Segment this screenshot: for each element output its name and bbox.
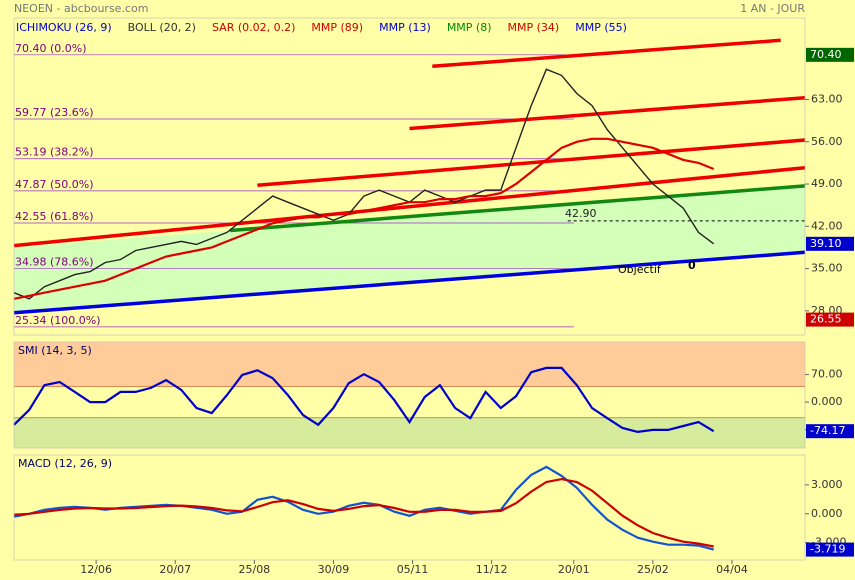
trendline [13,250,806,315]
x-tick-label: 05/11 [397,563,429,576]
x-tick-label: 12/06 [80,563,112,576]
indicator-label: ICHIMOKU (26, 9) [16,21,112,34]
price-tag [806,47,854,62]
x-tick-label: 25/08 [238,563,270,576]
y-tick-label: 42.00 [811,219,843,232]
x-tick-label: 20/07 [159,563,191,576]
indicator-label: MMP (34) [508,21,560,34]
objective-mark: 0 [688,259,696,272]
y-tick-label: 56.00 [811,135,843,148]
x-tick-label: 25/02 [637,563,669,576]
price-tag [806,312,854,327]
trendline [432,38,781,69]
indicator-label: MMP (13) [379,21,431,34]
panel-title: MACD (12, 26, 9) [18,457,112,470]
trendline [257,138,806,188]
fib-label: 59.77 (23.6%) [15,106,94,119]
x-tick-label: 30/09 [318,563,350,576]
y-tick-label: 49.00 [811,177,843,190]
fib-label: 25.34 (100.0%) [15,314,101,327]
indicator-label: MMP (89) [311,21,363,34]
series-line [13,137,715,300]
x-tick-label: 20/01 [558,563,590,576]
trendline [229,184,806,233]
series-line [13,477,714,548]
price-line [13,68,715,300]
series-line [13,366,715,434]
panel-border [13,454,806,561]
price-tag [806,542,854,557]
panel-border [13,341,806,449]
site-title: NEOEN - abcbourse.com [14,2,148,15]
y-tick-label: 3.000 [811,478,843,491]
fib-label: 53.19 (38.2%) [15,146,94,159]
trendline [409,95,806,131]
overbought-zone [14,342,805,387]
price-tag-label: 39.10 [810,237,842,250]
price-tag [806,236,854,251]
fib-label: 34.98 (78.6%) [15,256,94,269]
price-tag-label: 26.55 [810,313,842,326]
trendline [13,165,806,248]
price-tag-label: 70.40 [810,48,842,61]
y-tick-label: 70.00 [811,368,843,381]
period: 1 AN - JOUR [740,2,805,15]
y-tick-label: 63.00 [811,93,843,106]
y-tick-label: 0.000 [811,507,843,520]
fib-label: 42.55 (61.8%) [15,210,94,223]
price-tag-label: -3.719 [810,543,845,556]
price-tag [806,424,854,439]
x-tick-label: 04/04 [716,563,748,576]
indicator-label: SAR (0.02, 0.2) [212,21,295,34]
y-tick-label: 0.000 [811,395,843,408]
indicator-label: MMP (55) [575,21,627,34]
x-tick-label: 11/12 [476,563,508,576]
panel-border [13,17,806,336]
objective-label: Objectif [618,263,662,276]
channel-fill [14,185,805,313]
y-tick-label: 35.00 [811,262,843,275]
price-tag-label: -74.17 [810,424,845,437]
fib-label: 47.87 (50.0%) [15,178,94,191]
indicator-label: BOLL (20, 2) [128,21,196,34]
fib-label: 70.40 (0.0%) [15,42,87,55]
panel-title: SMI (14, 3, 5) [18,344,92,357]
level-label: 42.90 [565,207,597,220]
indicator-label: MMP (8) [447,21,492,34]
